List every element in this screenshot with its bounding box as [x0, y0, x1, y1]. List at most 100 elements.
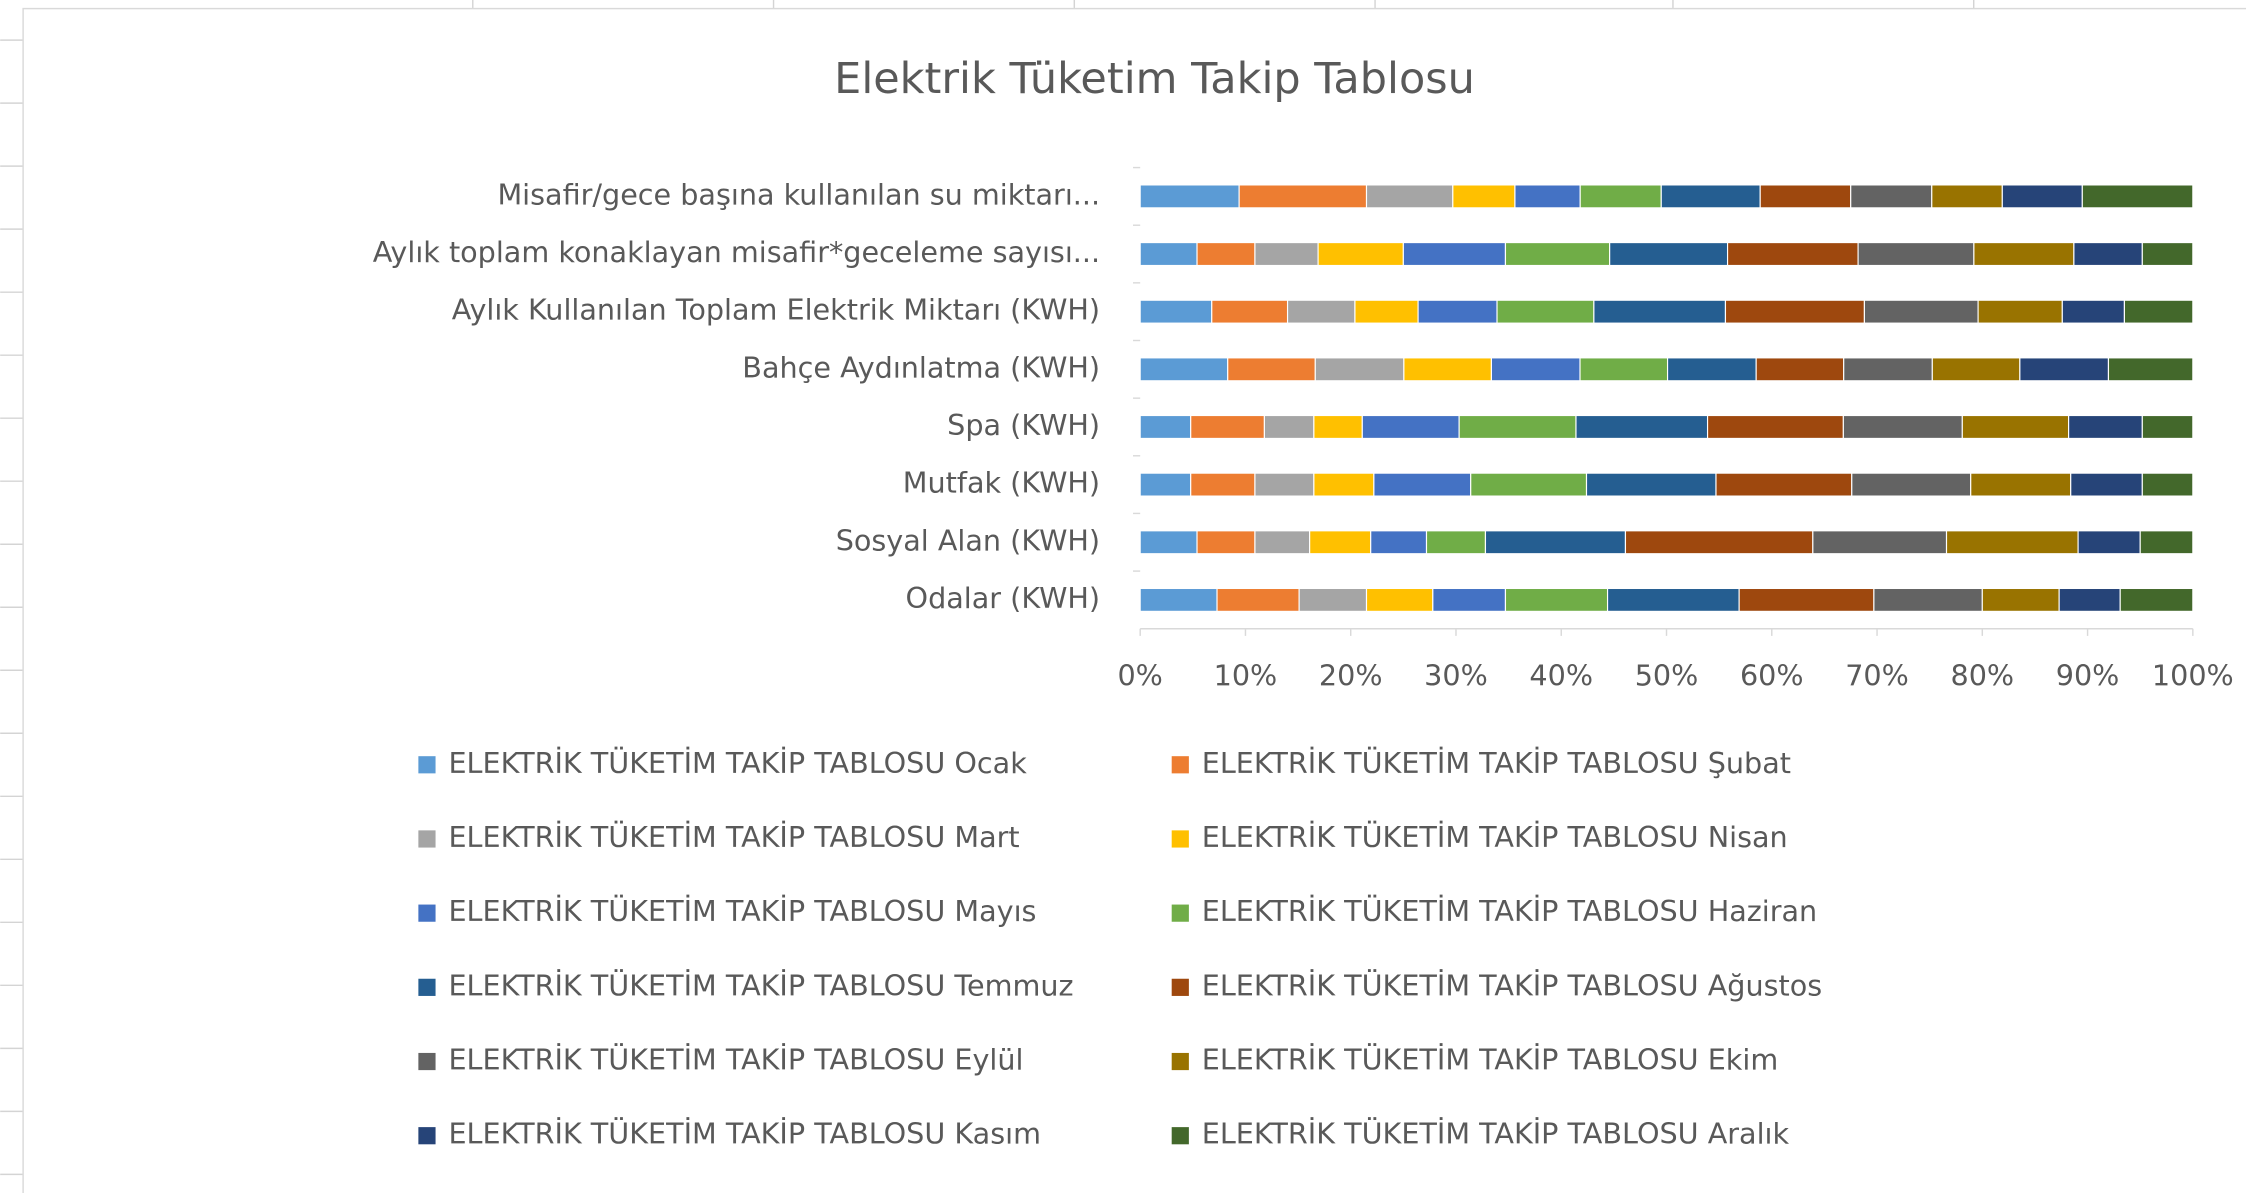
y-tick-label: Spa (KWH)	[947, 408, 1100, 442]
legend-swatch	[418, 904, 436, 922]
legend-swatch	[418, 978, 436, 996]
bar-segment	[1593, 299, 1727, 324]
bar-segment	[1843, 357, 1933, 382]
bar-segment	[1139, 472, 1192, 497]
bar-segment	[2061, 299, 2125, 324]
bar-segment	[1425, 530, 1487, 555]
bar-segment	[1575, 414, 1709, 439]
bar-segment	[1263, 414, 1315, 439]
sheet-grid	[0, 0, 1975, 1176]
bar-segment	[2119, 587, 2194, 612]
bar-segment	[2073, 242, 2143, 267]
x-tick-label: 40%	[1529, 658, 1593, 692]
bar-segment	[1452, 184, 1516, 209]
legend-label: ELEKTRİK TÜKETİM TAKİP TABLOSU Aralık	[1202, 1117, 1790, 1151]
legend-label: ELEKTRİK TÜKETİM TAKİP TABLOSU Mart	[448, 820, 1019, 854]
legend-swatch	[1171, 1127, 1189, 1145]
bar-segment	[1254, 530, 1311, 555]
bar-segment	[1504, 587, 1609, 612]
bar-segment	[1139, 587, 1218, 612]
legend-swatch	[418, 830, 436, 848]
bar-segment	[2123, 299, 2194, 324]
bar-segment	[1857, 242, 1975, 267]
bar-segment	[1313, 472, 1375, 497]
legend-swatch	[418, 756, 436, 774]
y-tick-label: Misafir/gece başına kullanılan su miktar…	[497, 177, 1100, 211]
y-tick-label: Bahçe Aydınlatma (KWH)	[742, 350, 1100, 384]
bar-segment	[1755, 357, 1845, 382]
bar-segment	[1139, 414, 1192, 439]
bar-segment	[1139, 184, 1240, 209]
bar-segment	[1624, 530, 1814, 555]
legend-swatch	[1171, 756, 1189, 774]
bar-segment	[1370, 530, 1428, 555]
bar-segment	[1812, 530, 1948, 555]
bar-segment	[1585, 472, 1717, 497]
bar-segment	[2141, 414, 2194, 439]
y-tick-label: Mutfak (KWH)	[903, 466, 1100, 500]
bar-segment	[1514, 184, 1581, 209]
bar-segment	[1759, 184, 1852, 209]
bar-segment	[1504, 242, 1611, 267]
y-tick-label: Sosyal Alan (KWH)	[836, 523, 1100, 557]
bar-segment	[1706, 414, 1844, 439]
bar-segment	[1724, 299, 1865, 324]
bar-segment	[1961, 414, 2070, 439]
bar-segment	[1726, 242, 1859, 267]
bar-segment	[1365, 587, 1434, 612]
bar-segment	[2139, 530, 2194, 555]
bar-segment	[1190, 414, 1265, 439]
legend-label: ELEKTRİK TÜKETİM TAKİP TABLOSU Ekim	[1202, 1043, 1778, 1077]
bar-segment	[2077, 530, 2141, 555]
legend-label: ELEKTRİK TÜKETİM TAKİP TABLOSU Şubat	[1202, 746, 1791, 780]
bar-segment	[1373, 472, 1472, 497]
bar-segment	[1666, 357, 1757, 382]
y-tick-label: Aylık Kullanılan Toplam Elektrik Miktarı…	[452, 293, 1100, 327]
bar-segment	[1496, 299, 1595, 324]
bar-segment	[1314, 357, 1405, 382]
bar-segment	[1609, 242, 1729, 267]
x-tick-label: 100%	[2152, 658, 2234, 692]
bar-segment	[1973, 242, 2075, 267]
bar-segment	[1298, 587, 1368, 612]
bar-segment	[1970, 472, 2072, 497]
bar-segment	[1981, 587, 2060, 612]
bar-segment	[1484, 530, 1627, 555]
bar-segment	[1139, 299, 1213, 324]
bar-segment	[1606, 587, 1740, 612]
x-tick-label: 30%	[1424, 658, 1488, 692]
legend-label: ELEKTRİK TÜKETİM TAKİP TABLOSU Kasım	[448, 1117, 1041, 1151]
bar-segment	[2141, 242, 2194, 267]
bar-segment	[1738, 587, 1875, 612]
bar-segment	[1402, 242, 1507, 267]
x-tick-label: 70%	[1845, 658, 1909, 692]
bar-segment	[1361, 414, 1460, 439]
bar-segment	[1403, 357, 1492, 382]
legend-label: ELEKTRİK TÜKETİM TAKİP TABLOSU Mayıs	[448, 894, 1036, 928]
y-tick-label: Aylık toplam konaklayan misafir*geceleme…	[373, 235, 1100, 269]
bar-segment	[1365, 184, 1454, 209]
bar-segment	[1945, 530, 2079, 555]
bar-segment	[1931, 357, 2021, 382]
legend-swatch	[1171, 978, 1189, 996]
x-tick-label: 20%	[1319, 658, 1383, 692]
legend-swatch	[1171, 904, 1189, 922]
legend-swatch	[1171, 1052, 1189, 1071]
bar-segment	[1579, 184, 1662, 209]
bar-segment	[1254, 472, 1315, 497]
bar-segment	[1931, 184, 2003, 209]
bar-segment	[1139, 357, 1229, 382]
legend-label: ELEKTRİK TÜKETİM TAKİP TABLOSU Haziran	[1202, 894, 1817, 928]
bar-segment	[1850, 184, 1933, 209]
legend-label: ELEKTRİK TÜKETİM TAKİP TABLOSU Ocak	[448, 746, 1027, 780]
bar-segment	[1873, 587, 1983, 612]
bar-segment	[1417, 299, 1498, 324]
bar-segment	[1196, 530, 1256, 555]
bar-segment	[1660, 184, 1761, 209]
bar-segment	[2107, 357, 2194, 382]
bar-segment	[1196, 242, 1256, 267]
bar-segment	[2081, 184, 2194, 209]
bar-segment	[2141, 472, 2194, 497]
bar-segment	[1863, 299, 1979, 324]
